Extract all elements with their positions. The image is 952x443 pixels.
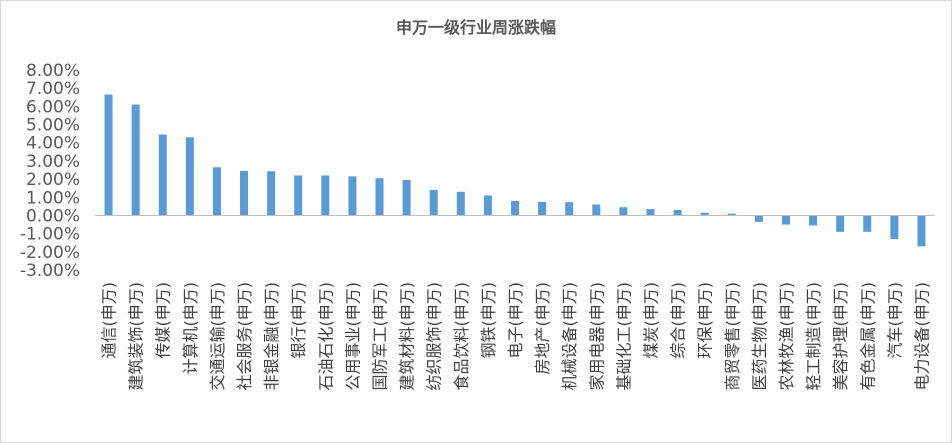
bar (104, 94, 113, 216)
x-tick-label: 建筑材料(申万) (398, 282, 417, 391)
bar (185, 137, 194, 216)
bar (456, 191, 465, 216)
x-tick-label: 汽车(申万) (885, 282, 904, 359)
y-tick-label: 4.00% (26, 134, 80, 154)
x-tick-label: 银行(申万) (289, 282, 308, 359)
x-tick-label: 机械设备(申万) (560, 282, 579, 391)
x-tick-label: 食品饮料(申万) (452, 282, 471, 391)
y-tick-label: -3.00% (20, 261, 80, 281)
bar (836, 215, 845, 232)
chart-title: 申万一级行业周涨跌幅 (395, 18, 556, 37)
bar (700, 212, 709, 216)
x-tick-label: 商贸零售(申万) (723, 282, 742, 391)
x-tick-label: 轻工制造(申万) (804, 282, 823, 391)
x-tick-label: 国防军工(申万) (371, 282, 390, 391)
bar (565, 202, 574, 216)
x-tick-label: 环保(申万) (696, 282, 715, 359)
x-tick-label: 交通运输(申万) (208, 282, 227, 391)
x-tick-label: 电子(申万) (506, 282, 525, 359)
bar (267, 171, 276, 216)
y-tick-label: 3.00% (26, 152, 80, 172)
x-tick-label: 综合(申万) (669, 282, 688, 359)
x-tick-label: 传媒(申万) (154, 282, 173, 359)
y-tick-label: 5.00% (26, 116, 80, 136)
x-tick-label: 医药生物(申万) (750, 282, 769, 391)
x-tick-label: 社会服务(申万) (235, 282, 254, 391)
y-tick-label: 0.00% (26, 206, 80, 226)
bar (754, 215, 763, 222)
bar (375, 178, 384, 216)
bar (131, 104, 140, 216)
x-tick-label: 纺织服饰(申万) (425, 282, 444, 391)
bar (429, 190, 438, 216)
bar (673, 210, 682, 216)
x-tick-label: 房地产(申万) (533, 282, 552, 375)
bar (158, 134, 167, 216)
y-tick-label: -1.00% (20, 225, 80, 245)
bar (538, 201, 547, 216)
bar (483, 195, 492, 216)
y-tick-label: 6.00% (26, 97, 80, 117)
y-tick-label: 8.00% (26, 61, 80, 81)
y-tick-label: 7.00% (26, 79, 80, 99)
x-tick-label: 电力设备(申万) (912, 282, 931, 391)
x-tick-label: 建筑装饰(申万) (127, 282, 146, 391)
bar (402, 180, 411, 216)
bar (863, 215, 872, 232)
y-tick-label: -2.00% (20, 243, 80, 263)
x-tick-label: 钢铁(申万) (479, 282, 498, 359)
y-tick-label: 1.00% (26, 188, 80, 208)
x-tick-label: 美容护理(申万) (831, 282, 850, 391)
bar (592, 204, 601, 216)
bar (348, 176, 357, 216)
bar (294, 175, 303, 216)
x-tick-label: 计算机(申万) (181, 282, 200, 375)
x-tick-label: 农林牧渔(申万) (777, 282, 796, 391)
bar (727, 213, 736, 216)
y-tick-label: 2.00% (26, 170, 80, 190)
bar (619, 207, 628, 216)
bar (321, 175, 330, 216)
x-tick-label: 非银金融(申万) (262, 282, 281, 391)
x-tick-label: 有色金属(申万) (858, 282, 877, 391)
bar (646, 209, 655, 216)
bar (781, 215, 790, 225)
x-tick-label: 煤炭(申万) (641, 282, 660, 359)
x-tick-label: 公用事业(申万) (343, 282, 362, 391)
bar (511, 200, 519, 216)
bar (809, 215, 818, 226)
bar (917, 215, 926, 247)
x-tick-label: 石油石化(申万) (316, 282, 335, 391)
bar (212, 167, 221, 216)
x-tick-label: 通信(申万) (100, 282, 119, 359)
bar (240, 170, 249, 216)
x-tick-label: 基础化工(申万) (614, 282, 633, 391)
x-tick-label: 家用电器(申万) (587, 282, 606, 391)
bar (890, 215, 899, 240)
